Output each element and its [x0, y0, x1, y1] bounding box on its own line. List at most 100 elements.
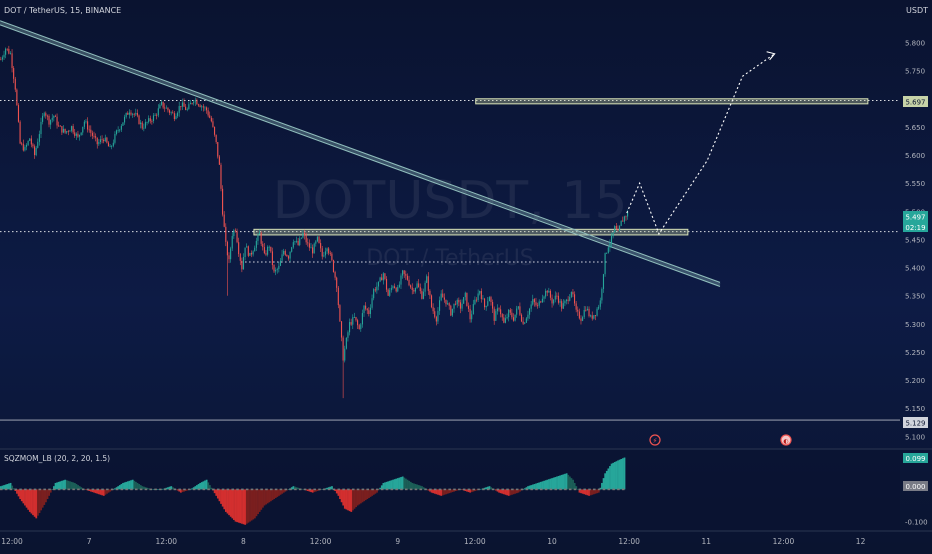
momentum-bar [260, 489, 263, 510]
trendline-layer[interactable] [0, 20, 721, 287]
momentum-zero-dot [588, 488, 591, 491]
candle-body [207, 110, 209, 116]
candle-body [511, 312, 513, 318]
momentum-bar [451, 489, 454, 493]
momentum-bar [567, 474, 570, 490]
momentum-bar [543, 480, 546, 490]
zones[interactable] [253, 98, 869, 236]
momentum-bar [507, 489, 510, 496]
momentum-bar [475, 489, 478, 491]
candle-body [610, 236, 613, 244]
candle-body [348, 322, 351, 333]
momentum-axis[interactable]: -0.100 [905, 519, 928, 527]
badge-indicator-mid-text: 0.000 [905, 483, 925, 491]
momentum-zero-dot [279, 488, 283, 491]
candle-body [360, 324, 362, 329]
momentum-bar [363, 489, 366, 502]
momentum-zero-dot [549, 488, 553, 491]
candle-body [48, 115, 50, 125]
momentum-bar [141, 486, 144, 490]
momentum-bar [213, 489, 216, 494]
candle-body [389, 290, 391, 296]
momentum-zero-dot [424, 488, 427, 491]
candle-body [93, 135, 95, 137]
momentum-zero-dot [429, 488, 432, 491]
candle-body [16, 89, 18, 106]
momentum-bar [523, 488, 526, 490]
candle-body [117, 130, 119, 132]
momentum-bar [32, 489, 34, 516]
momentum-bar [568, 476, 571, 490]
momentum-bar [0, 486, 2, 490]
indicator-label[interactable]: SQZMOM_LB (20, 2, 20, 1.5) [4, 454, 110, 463]
time-tick-label: 8 [241, 537, 246, 546]
momentum-bar [414, 484, 417, 490]
momentum-bar [519, 489, 521, 492]
candle-body [199, 105, 201, 108]
time-tick-label: 12:00 [773, 537, 795, 546]
symbol-header[interactable]: DOT / TetherUS, 15, BINANCE [4, 6, 121, 15]
momentum-zero-dot [593, 488, 596, 491]
candle-body [231, 236, 233, 249]
candle-body [598, 306, 600, 309]
momentum-bar [64, 479, 67, 490]
badge-countdown: 02:19 [903, 222, 928, 232]
projection-layer[interactable] [626, 51, 776, 236]
time-axis[interactable]: 12:00 7 12:00 8 12:00 9 12:00 10 12:00 11 12:00 12 [1, 537, 865, 546]
candle-body [313, 243, 315, 254]
candle-body [35, 147, 37, 156]
momentum-bar [417, 485, 420, 490]
momentum-bar [411, 482, 414, 490]
momentum-bar [123, 482, 126, 490]
candle-body [578, 311, 580, 319]
momentum-bar [347, 489, 349, 511]
candle-body [197, 104, 200, 106]
price-tick-label: 5.750 [905, 68, 925, 76]
momentum-bar [483, 487, 486, 490]
candle-body [435, 316, 437, 322]
momentum-bar [45, 489, 47, 503]
momentum-bar [236, 489, 239, 523]
momentum-zero-dot [482, 488, 485, 491]
momentum-bar [170, 486, 173, 490]
momentum-bar [281, 489, 284, 494]
momentum-bar [306, 489, 309, 491]
momentum-zero-dot [438, 488, 442, 491]
candle-body [421, 291, 423, 299]
momentum-bar [196, 485, 198, 490]
momentum-zero-dot [564, 488, 567, 491]
candle-body [148, 118, 150, 123]
momentum-bar [253, 489, 256, 519]
candle-body [292, 242, 294, 248]
candle-body [414, 288, 417, 292]
candle-body [615, 226, 617, 230]
momentum-bar [480, 488, 483, 490]
momentum-zero-dot [525, 488, 529, 491]
candle-body [51, 117, 53, 120]
candle-body [107, 142, 110, 147]
event-marker-earnings[interactable] [780, 434, 792, 446]
candle-body [490, 297, 492, 303]
event-marker-bolt[interactable] [649, 434, 661, 446]
momentum-zero-dot [159, 488, 162, 491]
momentum-bar [358, 489, 361, 505]
candle-body [533, 299, 535, 303]
candle-body [382, 273, 384, 281]
momentum-bar [17, 489, 20, 497]
momentum-zero-dot [298, 488, 302, 491]
candle-body [189, 103, 192, 105]
momentum-bar [147, 488, 150, 490]
momentum-bar [345, 489, 348, 510]
momentum-bar [25, 489, 28, 508]
time-tick-label: 12:00 [618, 537, 640, 546]
trendline-fill [0, 21, 721, 286]
candle-body [363, 305, 365, 314]
momentum-bar [61, 480, 63, 490]
momentum-zero-dot [270, 488, 273, 491]
momentum-bar [88, 489, 91, 491]
momentum-bar [171, 487, 174, 490]
candle-body [114, 134, 116, 143]
momentum-bar [499, 489, 502, 494]
